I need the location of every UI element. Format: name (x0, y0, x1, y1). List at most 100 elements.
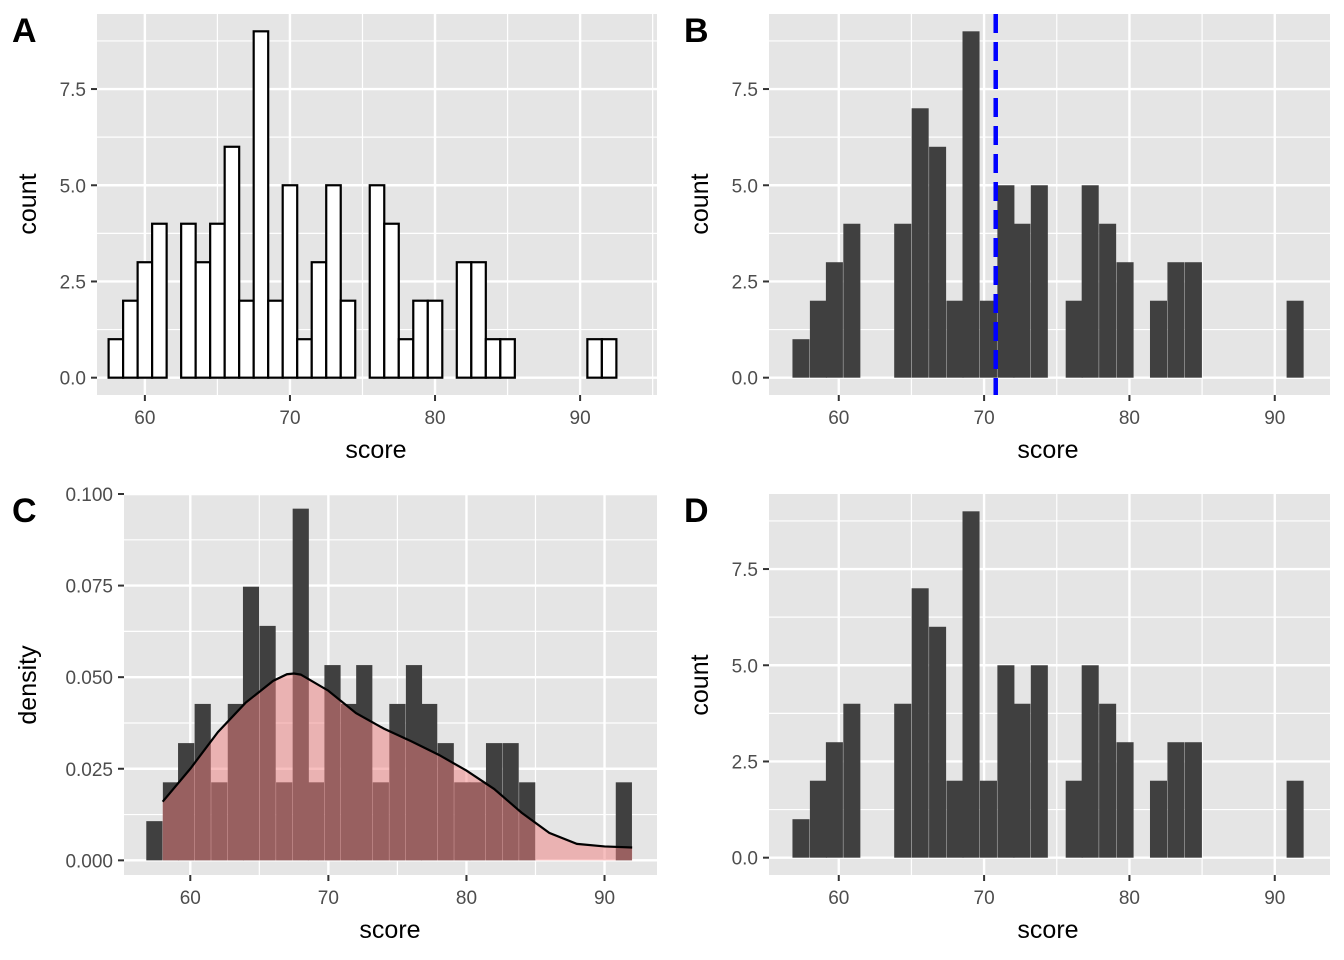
y-tick-label-a: 7.5 (60, 80, 86, 101)
bar-a (151, 222, 168, 379)
bar-d (1065, 780, 1083, 858)
y-tick-label-d: 7.5 (732, 560, 758, 581)
y-tick-label-d: 0.0 (732, 849, 758, 870)
bar-d (1286, 780, 1304, 858)
density-curve (161, 672, 633, 849)
panel-letter-b: B (684, 12, 709, 50)
y-tick-label-b: 2.5 (732, 272, 758, 293)
bar-a (339, 299, 357, 379)
panel-a: 60 70 80 90 0.0 2.5 5.0 7.5 (60, 14, 657, 429)
bar-d (1167, 742, 1185, 858)
bar-a (455, 261, 473, 379)
bar-a (267, 299, 284, 379)
bar-a (397, 338, 415, 379)
bar-a (122, 299, 139, 379)
x-tick-label-d: 70 (974, 888, 995, 909)
x-tick-label-c: 60 (180, 888, 201, 909)
bar-b (1081, 185, 1099, 378)
bar-d (929, 626, 947, 858)
bar-b (843, 223, 861, 378)
bar-a (194, 261, 212, 379)
panel-letter-a: A (12, 12, 37, 50)
x-tick-label-a: 90 (570, 408, 591, 429)
y-tick-label-c: 0.075 (65, 577, 113, 598)
bar-a (223, 145, 241, 379)
bar-d (1081, 665, 1099, 858)
bar-d (843, 703, 861, 858)
bar-b (894, 223, 912, 378)
y-tick-label-a: 0.0 (60, 369, 86, 390)
bar-a (136, 261, 154, 379)
y-axis-title-c: density (14, 645, 42, 725)
bar-a (426, 299, 444, 379)
y-tick-label-b: 5.0 (732, 176, 758, 197)
bar-a (281, 184, 299, 379)
bar-b (1099, 223, 1117, 378)
bar-d (1149, 780, 1168, 858)
bar-d (1184, 742, 1202, 858)
panel-letter-c: C (12, 492, 37, 530)
y-tick-label-b: 7.5 (732, 80, 758, 101)
bar-d (825, 742, 843, 858)
x-axis-title-a: score (345, 436, 406, 464)
bar-d (1013, 703, 1031, 858)
bar-a (180, 222, 197, 379)
y-tick-label-c: 0.050 (65, 668, 113, 689)
x-tick-label-a: 70 (279, 408, 300, 429)
y-tick-label-a: 2.5 (60, 272, 86, 293)
bar-b (1065, 300, 1083, 378)
x-tick-label-b: 80 (1119, 408, 1140, 429)
bar-d (894, 703, 912, 858)
x-axis-title-c: score (359, 916, 420, 944)
density-area (162, 673, 633, 861)
bar-b (1030, 185, 1048, 378)
bar-b (911, 108, 929, 378)
bar-b (792, 339, 810, 378)
bar-a (484, 338, 502, 379)
bar-b (962, 31, 980, 378)
x-tick-label-b: 70 (974, 408, 995, 429)
y-axis-title-a: count (14, 173, 42, 234)
bar-a (107, 338, 125, 379)
bar-d (792, 819, 810, 858)
panel-c: 60 70 80 90 0.000 0.025 0.050 0.075 0.100 (65, 485, 657, 909)
bar-a (252, 30, 270, 379)
x-tick-label-c: 70 (318, 888, 339, 909)
bar-d (809, 780, 827, 858)
y-tick-label-d: 2.5 (732, 752, 758, 773)
bar-a (586, 338, 603, 379)
y-axis-title-d: count (686, 654, 714, 715)
bar-a (383, 222, 400, 379)
bar-d (946, 780, 964, 858)
bar-d (962, 511, 980, 858)
bar-a (238, 299, 255, 379)
plot-background-b (769, 14, 1330, 395)
bar-d (1030, 665, 1048, 858)
y-tick-label-c: 0.000 (65, 851, 113, 872)
x-axis-title-b: score (1017, 436, 1078, 464)
x-tick-label-b: 90 (1264, 408, 1285, 429)
x-tick-label-d: 60 (828, 888, 849, 909)
bar-c (615, 782, 632, 861)
bar-b (1184, 262, 1202, 378)
bar-b (997, 185, 1015, 378)
bar-d (1099, 703, 1117, 858)
bar-a (600, 338, 618, 379)
bar-a (499, 338, 516, 379)
plot-background-d (769, 494, 1330, 875)
bar-b (946, 300, 964, 378)
bar-b (809, 300, 827, 378)
bar-a (296, 338, 313, 379)
panel-d: 60 70 80 90 0.0 2.5 5.0 7.5 (732, 494, 1330, 909)
y-tick-label-b: 0.0 (732, 369, 758, 390)
bar-b (1116, 262, 1134, 378)
bar-b (1149, 300, 1168, 378)
x-tick-label-c: 80 (456, 888, 477, 909)
x-tick-label-d: 90 (1264, 888, 1285, 909)
bar-b (929, 146, 947, 378)
bar-a (368, 184, 386, 379)
bar-a (310, 261, 328, 379)
bar-a (325, 184, 342, 379)
bar-a (470, 261, 487, 379)
